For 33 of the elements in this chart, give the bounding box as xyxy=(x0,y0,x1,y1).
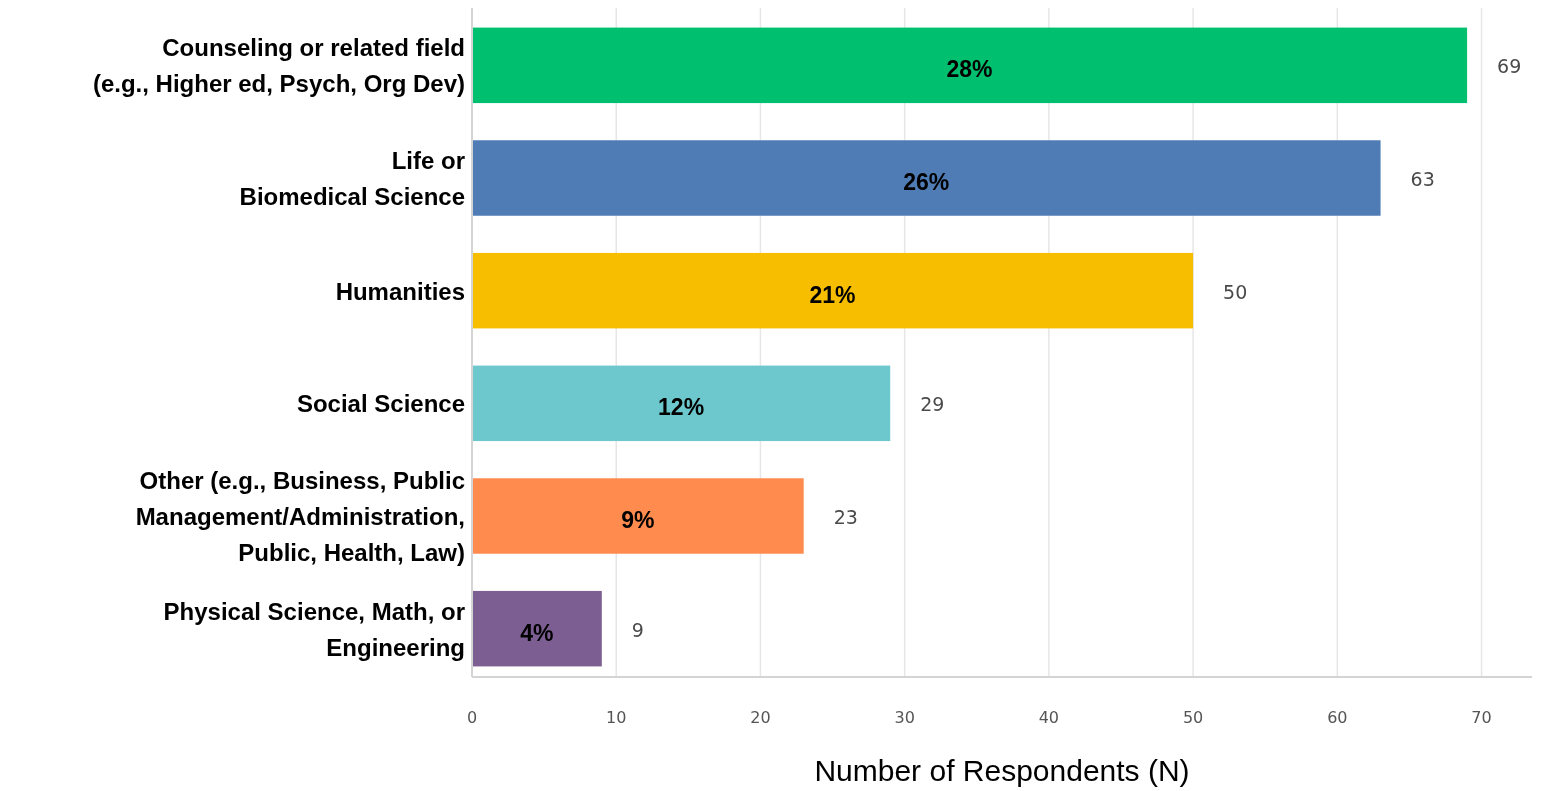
annotation: 21% xyxy=(809,281,856,308)
annotation: 9% xyxy=(621,507,655,533)
x-tick-label: 30 xyxy=(894,708,915,727)
x-tick-label: 0 xyxy=(466,708,478,727)
bar xyxy=(472,365,891,442)
data-label: 63 xyxy=(1410,168,1435,190)
bar xyxy=(472,590,602,667)
y-tick-label: Life or Biomedical Science xyxy=(239,147,465,210)
bar xyxy=(472,27,1468,104)
x-tick-label: 60 xyxy=(1327,708,1348,727)
annotation: 28% xyxy=(946,56,993,83)
x-tick-label: 10 xyxy=(606,708,627,727)
x-tick-label: 50 xyxy=(1182,708,1204,727)
annotation: 12% xyxy=(658,394,705,421)
data-label: 69 xyxy=(1497,55,1522,78)
y-tick-label: Counseling or related field (e.g., Higher ed, Psych, Org Dev) xyxy=(92,34,465,98)
bar xyxy=(472,478,804,554)
data-label: 29 xyxy=(920,393,945,416)
x-tick-label: 70 xyxy=(1471,708,1492,727)
x-axis-title: Number of Respondents (N) xyxy=(814,754,1190,787)
bar xyxy=(472,252,1194,329)
bar xyxy=(472,140,1381,216)
x-tick-label: 20 xyxy=(750,708,771,727)
y-tick-label: Humanities xyxy=(335,277,465,305)
y-tick-label: Other (e.g., Business, Public Management/Administration, Public, Health, Law) xyxy=(135,467,465,566)
y-tick-label: Physical Science, Math, or Engineering xyxy=(163,597,465,661)
annotation: 26% xyxy=(903,169,950,195)
data-label: 23 xyxy=(833,506,858,528)
annotation: 4% xyxy=(520,619,554,646)
data-label: 9 xyxy=(631,618,644,641)
data-label: 50 xyxy=(1223,280,1248,303)
x-tick-label: 40 xyxy=(1038,708,1060,727)
y-tick-label: Social Science xyxy=(296,390,465,418)
